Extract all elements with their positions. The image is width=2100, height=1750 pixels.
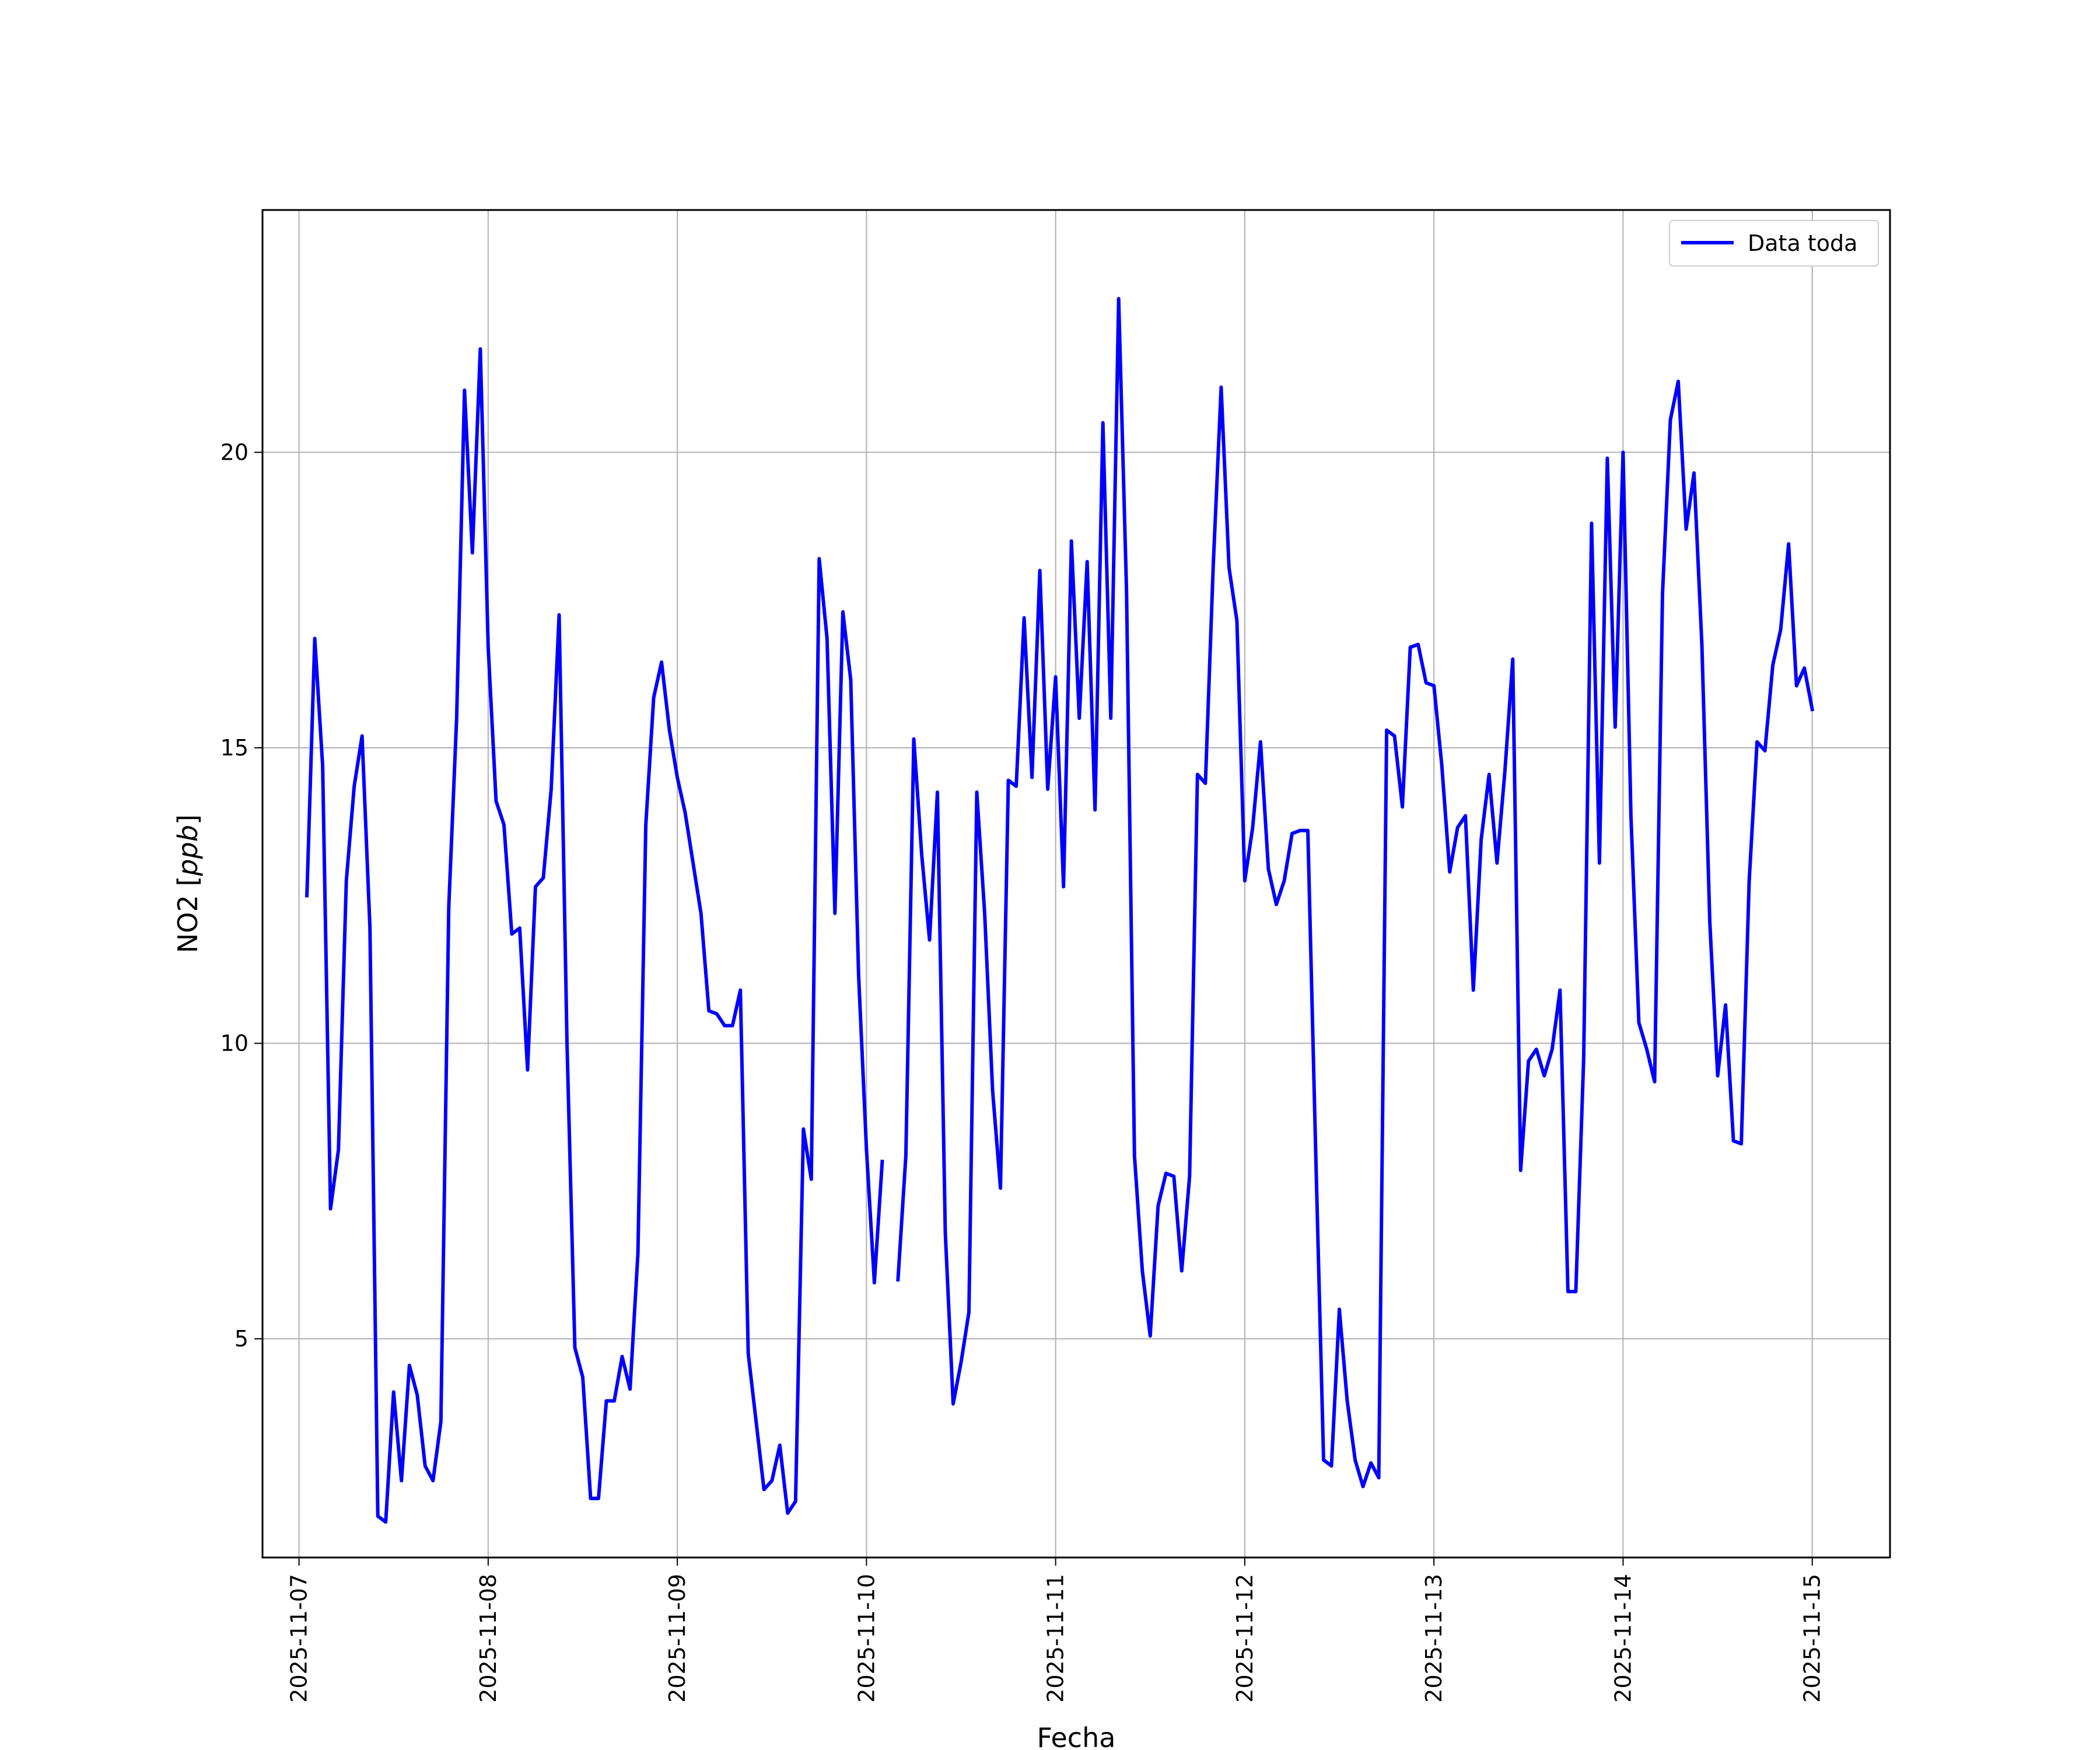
x-tick-label: 2025-11-12: [1232, 1574, 1258, 1703]
x-tick-label: 2025-11-13: [1421, 1574, 1447, 1703]
y-axis-label-unit: ppb: [172, 825, 204, 877]
y-tick-label: 15: [220, 735, 249, 761]
y-axis-label-close: ]: [172, 814, 204, 825]
plot-area-frame: [261, 209, 1891, 1559]
x-tick-label: 2025-11-07: [286, 1574, 312, 1703]
y-axis-label: NO2 [ppb]: [172, 814, 204, 953]
y-tick-label: 20: [220, 439, 249, 465]
x-tick-label: 2025-11-10: [853, 1574, 879, 1703]
x-tick-label: 2025-11-11: [1043, 1574, 1069, 1703]
x-tick-label: 2025-11-09: [664, 1574, 690, 1703]
x-axis-label: Fecha: [1037, 1722, 1116, 1750]
legend-label: Data toda: [1748, 230, 1857, 256]
series-layer: [305, 297, 1815, 1524]
y-tick-label: 10: [220, 1031, 249, 1056]
ticks: 2025-11-07 2025-11-08 2025-11-09 2025-11-10…: [220, 439, 1825, 1702]
y-axis-label-name: NO2 [: [172, 876, 204, 953]
x-tick-label: 2025-11-14: [1610, 1574, 1636, 1703]
grid: [262, 210, 1890, 1558]
y-tick-label: 5: [235, 1326, 249, 1352]
x-tick-label: 2025-11-15: [1800, 1574, 1825, 1703]
x-tick-label: 2025-11-08: [475, 1574, 501, 1703]
legend: Data toda: [1669, 220, 1879, 267]
series-line-data-toda: [305, 297, 1815, 1524]
legend-box: [1669, 220, 1879, 267]
